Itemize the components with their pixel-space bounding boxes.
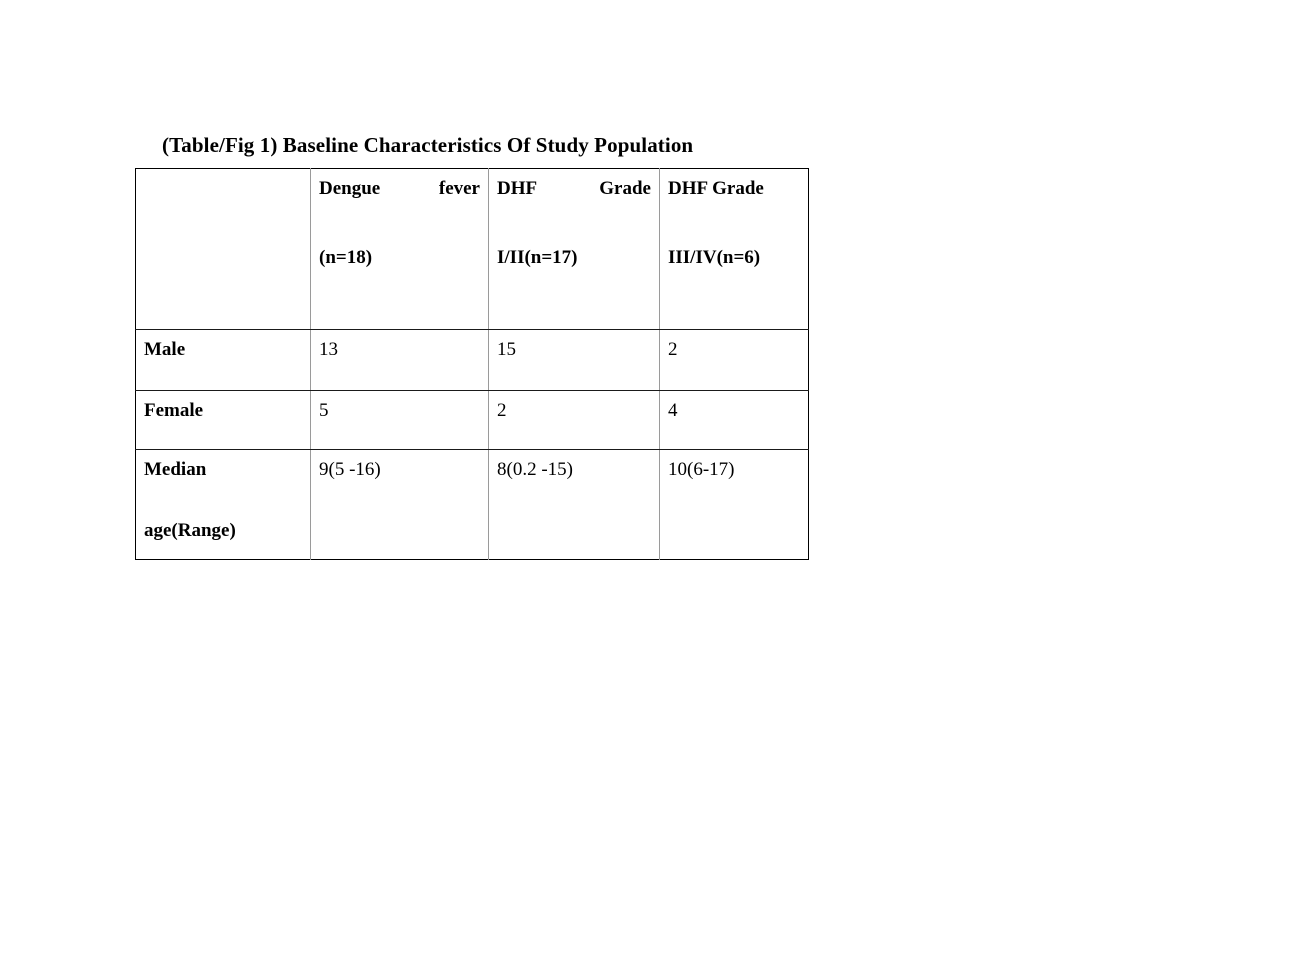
cell-male-dhf-grade-3-4: 2 xyxy=(659,329,809,391)
table-header: Dengue fever (n=18) DHF Grade I/II(n=17)… xyxy=(135,168,809,330)
row-label-median-line2: age(Range) xyxy=(144,519,236,541)
header-dhf-grade-1-2-line1: DHF Grade xyxy=(497,178,651,199)
table-title: (Table/Fig 1) Baseline Characteristics O… xyxy=(162,133,694,157)
header-cell-dhf-grade-3-4: DHF Grade III/IV(n=6) xyxy=(659,168,809,330)
header-cell-dhf-grade-1-2: DHF Grade I/II(n=17) xyxy=(488,168,660,330)
cell-female-dengue-fever: 5 xyxy=(310,390,489,450)
header-dhf-grade-1-2-line2: I/II(n=17) xyxy=(497,246,578,268)
row-label-male: Male xyxy=(135,329,311,391)
row-label-median-line1: Median xyxy=(144,459,207,480)
header-cell-characteristic xyxy=(135,168,311,330)
cell-median-dhf-grade-3-4: 10(6-17) xyxy=(668,459,735,480)
row-label-male-text: Male xyxy=(144,339,186,360)
row-label-female-text: Female xyxy=(144,400,204,421)
row-label-female: Female xyxy=(135,390,311,450)
header-dengue-fever-line2: (n=18) xyxy=(319,246,373,268)
table-row: Median age(Range) 9(5 -16) 8(0.2 -15) 10… xyxy=(135,449,809,560)
header-row: Dengue fever (n=18) DHF Grade I/II(n=17)… xyxy=(135,168,809,330)
table-row: Female 5 2 4 xyxy=(135,390,809,450)
header-cell-dengue-fever: Dengue fever (n=18) xyxy=(310,168,489,330)
cell-median-dengue-fever: 9(5 -16) xyxy=(310,449,489,560)
cell-female-dhf-grade-1-2: 2 xyxy=(488,390,660,450)
cell-male-dhf-grade-1-2: 15 xyxy=(488,329,660,391)
cell-female-dhf-grade-3-4: 4 xyxy=(659,390,809,450)
header-dengue-fever-line1: Dengue fever xyxy=(319,178,480,199)
baseline-characteristics-table: Dengue fever (n=18) DHF Grade I/II(n=17)… xyxy=(135,168,809,560)
cell-male-dengue-fever: 13 xyxy=(310,329,489,391)
table-body: Male 13 15 2 Female 5 2 4 Median xyxy=(135,329,809,560)
header-dhf-grade-3-4-line2: III/IV(n=6) xyxy=(668,246,761,268)
row-label-median-age: Median age(Range) xyxy=(135,449,311,560)
cell-median-dhf-grade-1-2: 8(0.2 -15) xyxy=(488,449,660,560)
table-row: Male 13 15 2 xyxy=(135,329,809,391)
header-dhf-grade-3-4-line1: DHF Grade xyxy=(668,178,764,199)
table-container: Dengue fever (n=18) DHF Grade I/II(n=17)… xyxy=(135,168,809,560)
